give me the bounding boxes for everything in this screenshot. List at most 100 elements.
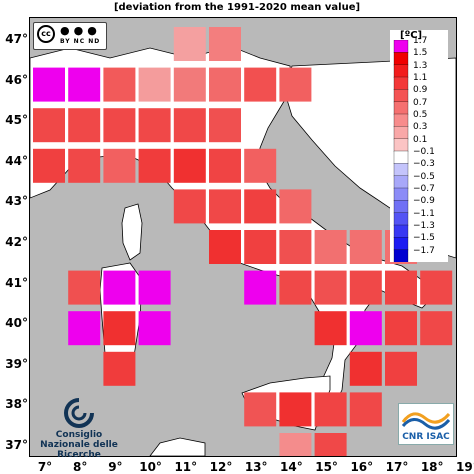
grid-cell bbox=[244, 67, 277, 102]
grid-cell bbox=[279, 189, 312, 224]
longitude-tick-label: 14° bbox=[280, 460, 303, 474]
latitude-tick-label: 37° bbox=[5, 438, 28, 452]
grid-cell bbox=[68, 67, 101, 102]
longitude-tick-label: 16° bbox=[350, 460, 374, 474]
colorbar-segment bbox=[393, 138, 409, 152]
longitude-tick-label: 7° bbox=[37, 460, 53, 474]
grid-cell bbox=[209, 67, 241, 102]
colorbar-tick-label: −1.5 bbox=[413, 233, 435, 244]
longitude-tick-label: 11° bbox=[174, 460, 198, 474]
colorbar-segment bbox=[393, 237, 409, 251]
grid-cell bbox=[279, 433, 312, 456]
colorbar-tick-label: 0.3 bbox=[413, 122, 428, 133]
grid-cell bbox=[103, 148, 136, 183]
grid-cell bbox=[33, 148, 65, 183]
grid-cell bbox=[420, 311, 453, 346]
longitude-tick-label: 17° bbox=[385, 460, 409, 474]
grid-cell bbox=[103, 108, 136, 143]
africa-shape bbox=[149, 437, 206, 456]
latitude-tick-label: 41° bbox=[5, 275, 28, 290]
grid-cell bbox=[279, 230, 312, 264]
colorbar-segment bbox=[393, 89, 409, 103]
latitude-tick-label: 45° bbox=[5, 113, 28, 128]
longitude-tick-label: 15° bbox=[315, 460, 338, 474]
colorbar-tick-label: −0.7 bbox=[413, 184, 435, 194]
grid-cell bbox=[209, 189, 241, 224]
colorbar-segment bbox=[393, 76, 409, 90]
colorbar-tick-label: −0.9 bbox=[413, 196, 435, 207]
colorbar-segment bbox=[393, 212, 409, 226]
grid-cell bbox=[173, 148, 206, 183]
grid-cell bbox=[138, 311, 171, 346]
colorbar-tick-label: 0.9 bbox=[413, 85, 428, 96]
corsica-shape bbox=[121, 203, 143, 261]
grid-cell bbox=[138, 67, 171, 102]
grid-cell bbox=[349, 270, 382, 305]
colorbar-tick-label: 1.3 bbox=[413, 60, 428, 71]
license-icons: ●●● bbox=[60, 24, 101, 37]
colorbar-segment bbox=[393, 249, 409, 262]
grid-cell bbox=[314, 230, 347, 264]
colorbar-tick-label: −0.5 bbox=[413, 171, 435, 182]
colorbar-tick-label: 0.5 bbox=[413, 110, 428, 120]
colorbar-segment bbox=[393, 113, 409, 127]
colorbar-tick-label: −0.3 bbox=[413, 159, 435, 170]
grid-cell bbox=[68, 311, 101, 346]
longitude-tick-label: 10° bbox=[139, 460, 162, 474]
grid-cell bbox=[314, 270, 347, 305]
colorbar-tick-label: 0.7 bbox=[413, 97, 428, 108]
cc-icon: cc bbox=[37, 25, 55, 43]
grid-cell bbox=[173, 67, 206, 102]
grid-cell bbox=[138, 108, 171, 143]
latitude-tick-label: 46° bbox=[5, 72, 28, 87]
colorbar-segment bbox=[393, 224, 409, 238]
italy-temperature-anomaly-map bbox=[30, 27, 456, 456]
colorbar-tick-label: −1.7 bbox=[413, 245, 435, 256]
map-title: [deviation from the 1991-2020 mean value… bbox=[113, 2, 361, 13]
grid-cell bbox=[279, 392, 312, 427]
grid-cell bbox=[349, 351, 382, 386]
colorbar-tick-label: −1.1 bbox=[413, 208, 435, 219]
colorbar-segment bbox=[393, 175, 409, 189]
grid-cell bbox=[103, 311, 136, 346]
grid-cell bbox=[173, 189, 206, 224]
cnr-isac-logo: CNR ISAC bbox=[398, 403, 454, 445]
grid-cells-layer bbox=[33, 27, 453, 456]
colorbar-segment bbox=[393, 200, 409, 214]
grid-cell bbox=[385, 270, 417, 305]
grid-cell bbox=[209, 230, 241, 264]
grid-cell bbox=[33, 108, 65, 143]
colorbar-tick-label: −0.1 bbox=[413, 147, 435, 157]
grid-cell bbox=[349, 230, 382, 264]
colorbar-tick-label: 0.1 bbox=[413, 134, 428, 145]
grid-cell bbox=[209, 108, 241, 143]
grid-cell bbox=[103, 67, 136, 102]
longitude-tick-label: 19° bbox=[456, 460, 474, 474]
grid-cell bbox=[420, 270, 453, 305]
map-panel bbox=[29, 17, 457, 457]
colorbar-tick-label: 1.5 bbox=[413, 48, 428, 59]
latitude-tick-label: 47° bbox=[5, 32, 28, 46]
grid-cell bbox=[103, 270, 136, 305]
grid-cell bbox=[385, 351, 417, 386]
grid-cell bbox=[244, 148, 277, 183]
grid-cell bbox=[68, 270, 101, 305]
latitude-tick-label: 38° bbox=[5, 397, 28, 412]
isac-name: CNR ISAC bbox=[402, 432, 450, 442]
colorbar-segment bbox=[393, 101, 409, 115]
cc-license-badge[interactable]: cc ●●● BY NC ND bbox=[33, 22, 107, 50]
grid-cell bbox=[314, 433, 347, 456]
longitude-tick-label: 9° bbox=[108, 460, 123, 474]
longitude-tick-label: 8° bbox=[73, 460, 88, 474]
grid-cell bbox=[68, 148, 101, 183]
grid-cell bbox=[173, 27, 206, 61]
isac-wave-icon bbox=[401, 412, 451, 430]
grid-cell bbox=[173, 108, 206, 143]
latitude-tick-label: 43° bbox=[5, 194, 28, 209]
cnr-logo: Consiglio Nazionale delle Ricerche bbox=[36, 398, 126, 460]
colorbar-segment bbox=[393, 150, 409, 164]
longitude-tick-label: 18° bbox=[420, 460, 444, 474]
grid-cell bbox=[279, 270, 312, 305]
grid-cell bbox=[209, 27, 241, 61]
colorbar-tick-label: 1.1 bbox=[413, 73, 428, 83]
